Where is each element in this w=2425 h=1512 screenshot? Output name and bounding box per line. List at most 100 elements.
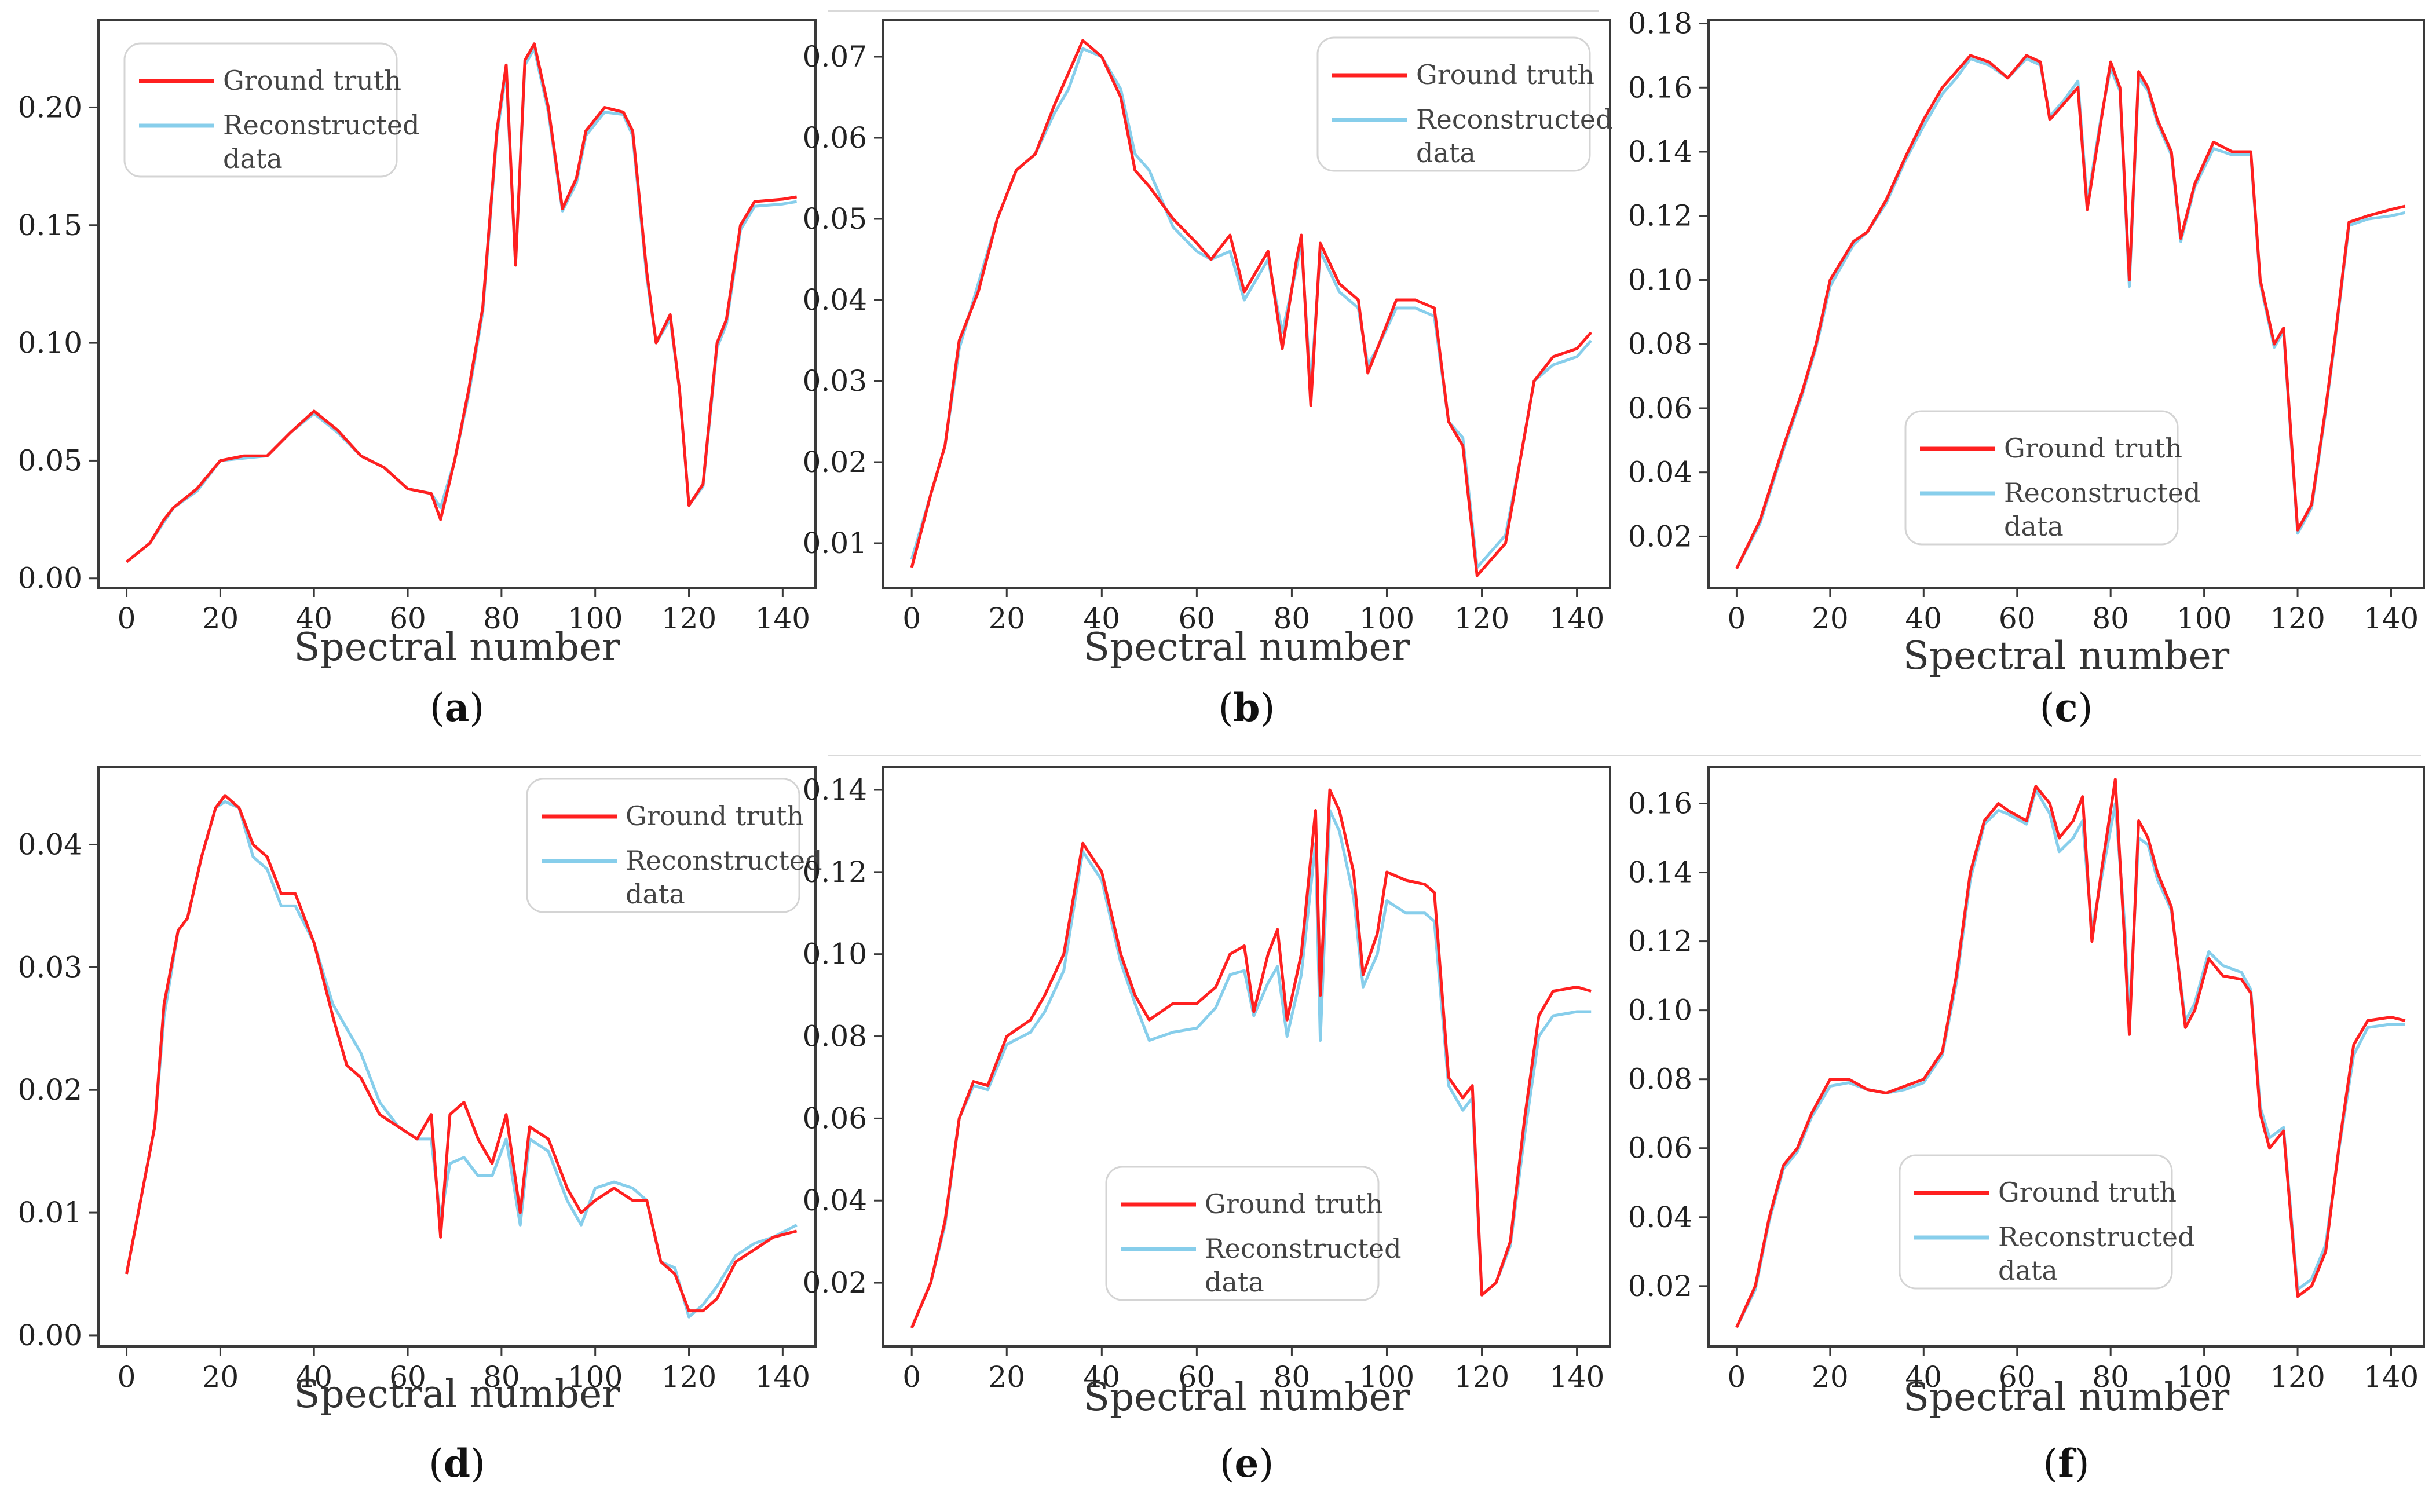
panel-label-open: (	[429, 1441, 444, 1486]
x-tick-label: 80	[2092, 602, 2129, 635]
plot-frame	[1707, 766, 2425, 1348]
y-tick-label: 0.05	[803, 202, 867, 236]
panel-label-letter: a	[445, 685, 470, 730]
y-tick-label: 0.01	[803, 526, 867, 560]
x-axis: 0 20 40 60 80 100 120 140	[902, 588, 1604, 635]
y-tick-label: 0.04	[1628, 456, 1692, 489]
y-tick-label: 0.20	[18, 90, 82, 124]
series-ground-truth-line	[125, 42, 798, 563]
x-axis: 0 20 40 60 80 100 120 140	[118, 1346, 810, 1394]
legend-ground-truth-label: Ground truth	[626, 800, 804, 832]
y-tick-label: 0.02	[1628, 1269, 1692, 1303]
x-axis-title: Spectral number	[1084, 1375, 1410, 1419]
x-axis-title: Spectral number	[1903, 634, 2230, 678]
x-tick-label: 60	[1179, 1360, 1216, 1394]
y-tick-label: 0.08	[1628, 1063, 1692, 1096]
series-ground-truth-line	[125, 794, 798, 1313]
panel-label-letter: f	[2058, 1441, 2076, 1486]
panel-label-letter: d	[444, 1441, 470, 1486]
series-ground-truth-line	[910, 39, 1593, 577]
y-axis: 0.02 0.04 0.06 0.08 0.10 0.12 0.14 0.16 0.18	[1628, 7, 1709, 553]
panel-label-close: )	[470, 1441, 485, 1486]
legend-reconstructed-label-line2: data	[223, 143, 283, 174]
x-tick-label: 100	[2177, 1360, 2232, 1394]
chart-svg: 0 20 40 60 80 100 120 140 0.00 0.05 0.10 0.15 0.20 Gr…	[18, 19, 817, 730]
chart-svg: 0 20 40 60 80 100 120 1400.020.040.060.080.100.…	[1628, 7, 2425, 730]
panel-label: (a)	[430, 685, 484, 730]
x-tick-label: 0	[902, 1360, 921, 1394]
y-tick-label: 0.12	[1628, 199, 1692, 233]
series-ground-truth-line	[910, 788, 1592, 1329]
y-tick-label: 0.04	[1628, 1200, 1692, 1234]
x-tick-label: 100	[2177, 602, 2232, 635]
y-tick-label: 0.02	[18, 1073, 82, 1107]
plot-frame	[97, 19, 817, 589]
y-tick-label: 0.08	[803, 1020, 867, 1053]
legend-reconstructed-label-line2: data	[2004, 511, 2064, 542]
x-axis: 0 20 40 60 80 100 120 140	[1728, 1346, 2419, 1394]
plot-frame	[1707, 19, 2425, 589]
y-tick-label: 0.04	[803, 283, 867, 317]
x-tick-label: 120	[661, 602, 716, 635]
x-tick-label: 20	[202, 602, 239, 635]
x-axis: 0 20 40 60 80 100 120 140	[1728, 588, 2419, 635]
y-tick-label: 0.14	[1628, 135, 1692, 169]
x-tick-label: 80	[1274, 1360, 1311, 1394]
x-tick-label: 120	[2270, 602, 2325, 635]
legend-reconstructed-label: Reconstructed	[1416, 104, 1613, 135]
x-tick-label: 40	[1905, 602, 1942, 635]
legend-ground-truth-label: Ground truth	[1998, 1177, 2177, 1208]
x-tick-label: 140	[1549, 602, 1604, 635]
panel-d: 0 20 40 60 80 100 120 140 0.00 0.01 0.02 0.03 0.04 Gr…	[0, 756, 822, 1512]
y-tick-label: 0.03	[803, 364, 867, 398]
panel-label-close: )	[2075, 1441, 2090, 1486]
x-tick-label: 20	[202, 1360, 239, 1394]
y-tick-label: 0.06	[1628, 391, 1692, 425]
y-tick-label: 0.10	[803, 938, 867, 971]
panel-label-letter: e	[1235, 1441, 1259, 1486]
legend-reconstructed-label-line2: data	[1416, 137, 1476, 169]
y-tick-label: 0.06	[803, 121, 867, 155]
panel-label-open: (	[1219, 686, 1234, 730]
panel-label-open: (	[2040, 686, 2055, 730]
legend-box	[526, 778, 800, 913]
x-tick-label: 120	[1454, 1360, 1509, 1394]
series-ground-truth-line	[1735, 54, 2406, 569]
x-tick-label: 40	[295, 1360, 332, 1394]
y-tick-label: 0.04	[18, 828, 82, 861]
panel-label-close: )	[1259, 1441, 1274, 1486]
x-tick-label: 20	[988, 1360, 1025, 1394]
legend-reconstructed-label: Reconstructed	[626, 845, 822, 876]
y-tick-label: 0.06	[803, 1101, 867, 1135]
panel-label-open: (	[430, 686, 445, 730]
x-tick-label: 40	[1084, 1360, 1121, 1394]
y-axis: 0.00 0.05 0.10 0.15 0.20	[18, 90, 98, 595]
x-tick-label: 40	[295, 602, 332, 635]
separator-middle	[828, 755, 2421, 756]
legend-reconstructed-label: Reconstructed	[1998, 1221, 2195, 1253]
panel-label-close: )	[469, 686, 484, 730]
y-tick-label: 0.10	[18, 326, 82, 360]
x-tick-label: 120	[661, 1360, 716, 1394]
y-axis: 0.02 0.04 0.06 0.08 0.10 0.12 0.14	[803, 773, 883, 1299]
x-axis-title: Spectral number	[294, 625, 620, 669]
chart-svg: 0 20 40 60 80 100 120 1400.010.020.030.040.050.…	[803, 19, 1613, 730]
legend-box	[1105, 1166, 1380, 1301]
x-tick-label: 120	[1454, 602, 1509, 635]
y-tick-label: 0.07	[803, 40, 867, 74]
panel-b: 0 20 40 60 80 100 120 140 0.01 0.02 0.03 0.04 0.05 0.…	[803, 0, 1619, 747]
y-tick-label: 0.05	[18, 444, 82, 477]
x-tick-label: 120	[2270, 1360, 2325, 1394]
x-tick-label: 80	[483, 1360, 520, 1394]
panel-label-open: (	[1220, 1441, 1235, 1486]
y-tick-label: 0.08	[1628, 327, 1692, 361]
panel-label-open: (	[2043, 1441, 2058, 1486]
x-tick-label: 0	[902, 602, 921, 635]
x-tick-label: 140	[2364, 602, 2419, 635]
y-axis: 0.02 0.04 0.06 0.08 0.10 0.12 0.14 0.16	[1628, 787, 1709, 1303]
